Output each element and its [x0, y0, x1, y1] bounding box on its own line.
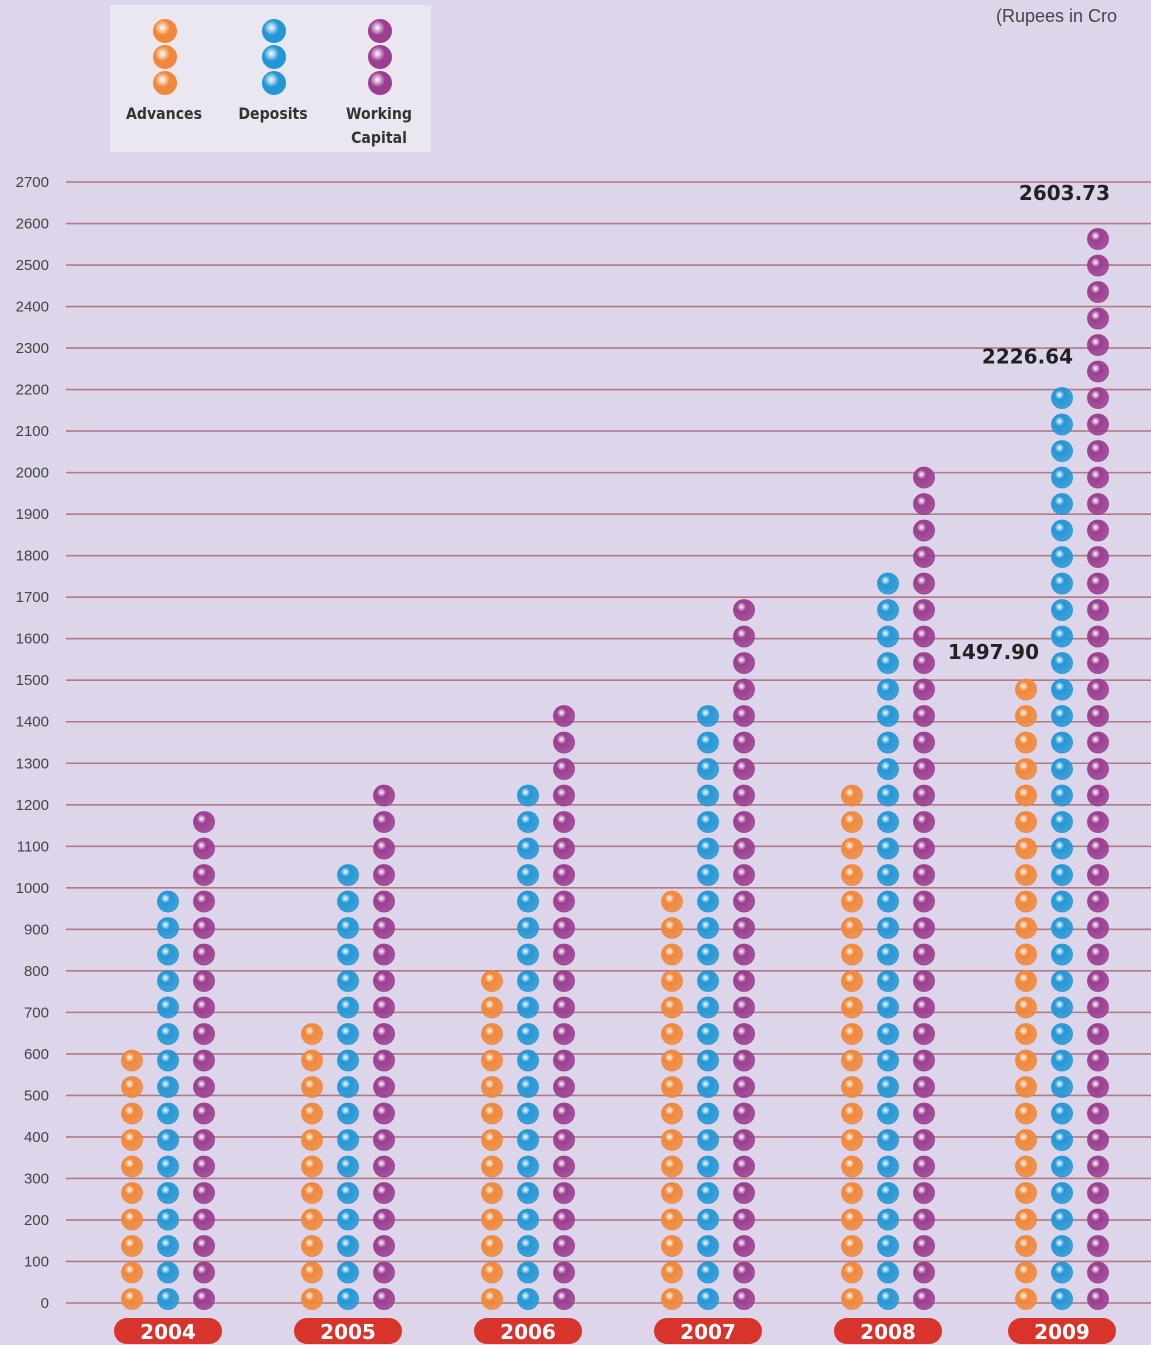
- x-tick-badge-2006: 2006: [474, 1318, 582, 1344]
- x-tick-label: 2004: [140, 1320, 196, 1344]
- x-tick-label: 2007: [680, 1320, 736, 1344]
- bar-advances-2006: [481, 970, 503, 1310]
- x-tick-label: 2006: [500, 1320, 556, 1344]
- legend-bead: [262, 71, 286, 95]
- y-tick-label: 2100: [16, 423, 49, 440]
- data-labels: 1497.90 2226.64 2603.73: [948, 181, 1110, 664]
- y-tick-label: 2200: [16, 382, 49, 399]
- y-tick-label: 2600: [16, 216, 49, 233]
- x-tick-badge-2005: 2005: [294, 1318, 402, 1344]
- bar-working-capital-2006: [553, 705, 575, 1310]
- gridlines: [66, 181, 1151, 1304]
- bar-working-capital-2007: [733, 599, 755, 1310]
- y-tick-label: 1100: [17, 838, 49, 855]
- legend-bead: [153, 71, 177, 95]
- y-tick-label: 900: [24, 921, 49, 938]
- legend-label-deposits: Deposits: [238, 104, 308, 123]
- y-axis-ticks: 0 100 200 300 400 500 600 700 800 900 1000 1100 1200…: [16, 174, 49, 1312]
- x-tick-label: 2005: [320, 1320, 376, 1344]
- legend-swatch-deposits: [261, 19, 286, 99]
- y-tick-label: 800: [24, 963, 49, 980]
- y-tick-label: 1700: [16, 589, 49, 606]
- legend-bead: [262, 45, 286, 69]
- y-tick-label: 200: [24, 1212, 49, 1229]
- y-tick-label: 1600: [16, 631, 49, 648]
- x-tick-badge-2007: 2007: [654, 1318, 762, 1344]
- bar-working-capital-2008: [913, 466, 935, 1310]
- legend-swatch-advances: [152, 19, 177, 99]
- x-tick-badge-2004: 2004: [114, 1318, 222, 1344]
- y-tick-label: 1000: [16, 880, 49, 897]
- data-label-deposits-2009: 2226.64: [982, 345, 1073, 369]
- legend-bead: [153, 19, 177, 43]
- y-tick-label: 700: [24, 1004, 49, 1021]
- bar-working-capital-2005: [373, 784, 395, 1310]
- y-tick-label: 1400: [16, 714, 49, 731]
- legend-label-working-capital: Working Capital: [346, 104, 412, 147]
- bar-working-capital-2009: [1087, 228, 1109, 1310]
- legend-swatch-working-capital: [367, 19, 392, 99]
- x-tick-label: 2009: [1034, 1320, 1090, 1344]
- chart-legend: Advances Deposits Working Capital: [110, 5, 431, 152]
- bar-deposits-2004: [157, 890, 179, 1310]
- bar-deposits-2006: [517, 784, 539, 1310]
- legend-bead: [368, 45, 392, 69]
- bar-deposits-2008: [877, 572, 899, 1310]
- bar-advances-2008: [841, 784, 863, 1310]
- bar-deposits-2009: [1051, 387, 1073, 1310]
- y-tick-label: 0: [41, 1295, 49, 1312]
- y-tick-label: 2300: [16, 340, 49, 357]
- x-tick-badge-2008: 2008: [834, 1318, 942, 1344]
- legend-bead: [368, 19, 392, 43]
- bar-advances-2004: [121, 1049, 143, 1310]
- bar-advances-2009: [1015, 678, 1037, 1310]
- bar-working-capital-2004: [193, 811, 215, 1310]
- bar-advances-2007: [661, 890, 683, 1310]
- legend-label-advances: Advances: [126, 104, 202, 123]
- x-axis-year-badges: 2004 2005 2006 2007 2008 2009: [114, 1318, 1116, 1344]
- data-label-advances-2009: 1497.90: [948, 640, 1039, 664]
- y-tick-label: 100: [24, 1253, 49, 1270]
- data-label-working-capital-2009: 2603.73: [1019, 181, 1110, 205]
- bar-deposits-2005: [337, 864, 359, 1310]
- y-tick-label: 1900: [16, 506, 49, 523]
- y-tick-label: 300: [24, 1170, 49, 1187]
- y-tick-label: 1200: [16, 797, 49, 814]
- legend-bead: [368, 71, 392, 95]
- y-tick-label: 2000: [16, 465, 49, 482]
- bar-advances-2005: [301, 1023, 323, 1310]
- y-tick-label: 400: [24, 1129, 49, 1146]
- y-tick-label: 2400: [16, 299, 49, 316]
- bead-columns: [121, 228, 1109, 1310]
- y-tick-label: 2500: [16, 257, 49, 274]
- bar-deposits-2007: [697, 705, 719, 1310]
- unit-note: (Rupees in Cro: [996, 6, 1118, 26]
- y-tick-label: 500: [24, 1087, 49, 1104]
- legend-bead: [153, 45, 177, 69]
- y-tick-label: 600: [24, 1046, 49, 1063]
- legend-bead: [262, 19, 286, 43]
- x-tick-label: 2008: [860, 1320, 916, 1344]
- x-tick-badge-2009: 2009: [1008, 1318, 1116, 1344]
- y-tick-label: 2700: [16, 174, 49, 191]
- y-tick-label: 1800: [16, 548, 49, 565]
- y-tick-label: 1300: [16, 755, 49, 772]
- y-tick-label: 1500: [16, 672, 49, 689]
